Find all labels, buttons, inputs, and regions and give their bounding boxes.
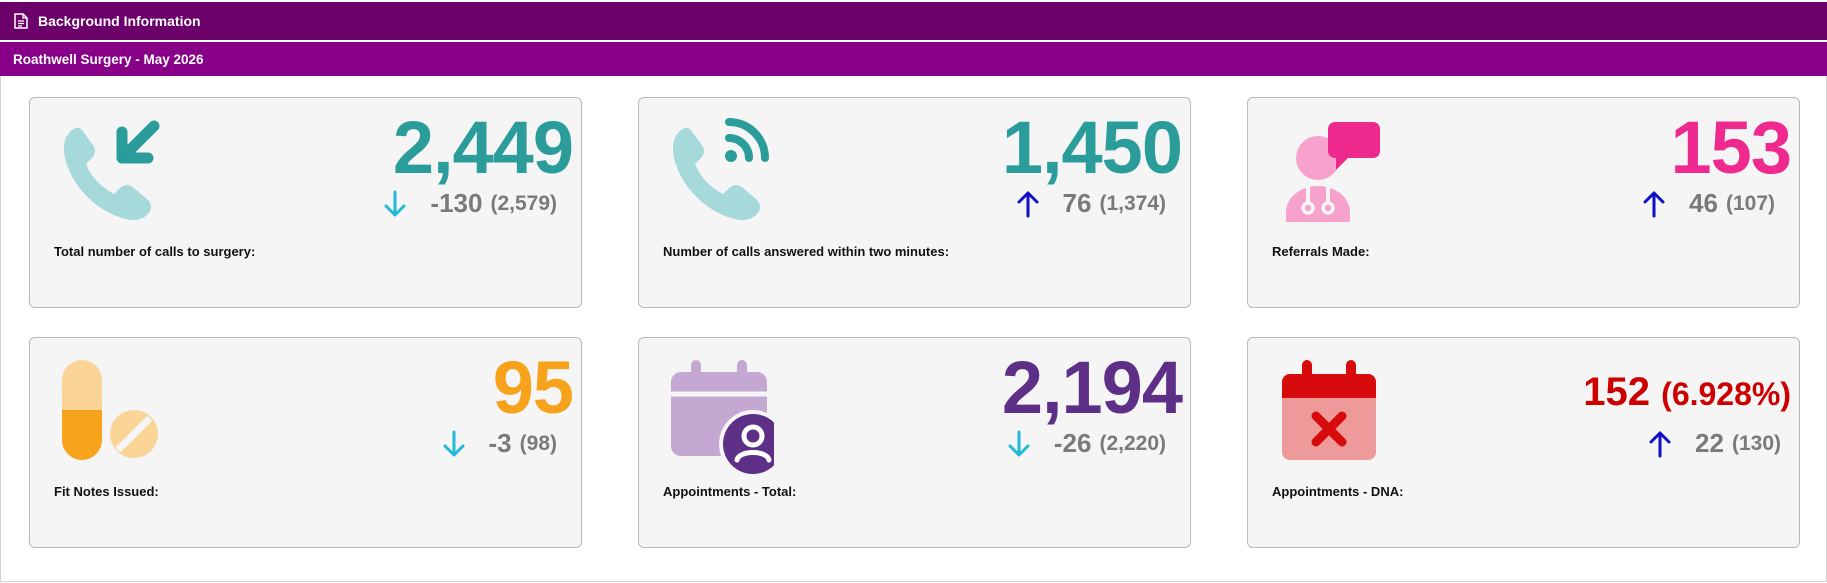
stat-label: Fit Notes Issued: [54, 484, 159, 499]
previous-value: (2,579) [490, 191, 557, 215]
delta-value: 76 [1062, 188, 1092, 218]
section-title: Background Information [38, 13, 201, 29]
previous-value: (1,374) [1099, 191, 1166, 215]
stat-value: 1,450 [1001, 106, 1183, 189]
pills-icon [62, 360, 162, 462]
stat-delta: -26 (2,220) [1006, 428, 1166, 459]
stat-delta: 46 (107) [1641, 188, 1775, 219]
previous-value: (2,220) [1099, 431, 1166, 455]
delta-value: -3 [488, 428, 512, 458]
stat-delta: -3 (98) [441, 428, 557, 459]
arrow-up-icon [1643, 191, 1665, 217]
arrow-down-icon [384, 190, 406, 216]
arrow-down-icon [443, 430, 465, 456]
stat-value-group: 152 (6.928%) [1583, 362, 1791, 424]
practice-title: Roathwell Surgery - May 2026 [13, 51, 204, 67]
phone-signal-icon [672, 118, 769, 221]
stat-value: 153 [1670, 106, 1792, 189]
calendar-cross-icon [1282, 360, 1376, 460]
stat-card-fit-notes: 95 -3 (98) Fit Notes Issued: [29, 337, 582, 548]
stat-percentage: (6.928%) [1661, 376, 1791, 412]
stat-delta: 76 (1,374) [1015, 188, 1166, 219]
stat-delta: 22 (130) [1647, 428, 1781, 459]
stat-card-appointments-dna: 152 (6.928%) 22 (130) Appointments - DNA… [1247, 337, 1800, 548]
stat-card-calls-two-minutes: 1,450 76 (1,374) Number of calls answere… [638, 97, 1191, 308]
doctor-chat-icon [1286, 122, 1380, 222]
previous-value: (130) [1731, 431, 1781, 455]
stat-label: Appointments - Total: [663, 484, 797, 499]
stat-value: 2,194 [1001, 346, 1183, 429]
incoming-call-icon [63, 120, 160, 221]
delta-value: -130 [430, 188, 483, 218]
stat-label: Total number of calls to surgery: [54, 244, 256, 259]
arrow-down-icon [1008, 430, 1030, 456]
practice-header: Roathwell Surgery - May 2026 [0, 42, 1827, 76]
delta-value: 46 [1689, 188, 1718, 218]
stat-delta: -130 (2,579) [382, 188, 557, 219]
stat-card-referrals: 153 46 (107) Referrals Made: [1247, 97, 1800, 308]
previous-value: (98) [519, 431, 557, 455]
stat-value: 2,449 [392, 106, 574, 189]
delta-value: -26 [1053, 428, 1092, 458]
stat-value: 95 [492, 346, 574, 429]
arrow-up-icon [1017, 191, 1039, 217]
document-icon [14, 13, 28, 29]
stat-value: 152 [1583, 370, 1651, 414]
stat-card-appointments-total: 2,194 -26 (2,220) Appointments - Total: [638, 337, 1191, 548]
calendar-person-icon [671, 360, 774, 478]
delta-value: 22 [1695, 428, 1724, 458]
stat-label: Appointments - DNA: [1272, 484, 1404, 499]
stat-label: Referrals Made: [1272, 244, 1370, 259]
previous-value: (107) [1725, 191, 1775, 215]
stat-card-total-calls: 2,449 -130 (2,579) Total number of calls… [29, 97, 582, 308]
section-header[interactable]: Background Information [0, 2, 1827, 40]
arrow-up-icon [1649, 431, 1671, 457]
stat-label: Number of calls answered within two minu… [663, 244, 950, 259]
